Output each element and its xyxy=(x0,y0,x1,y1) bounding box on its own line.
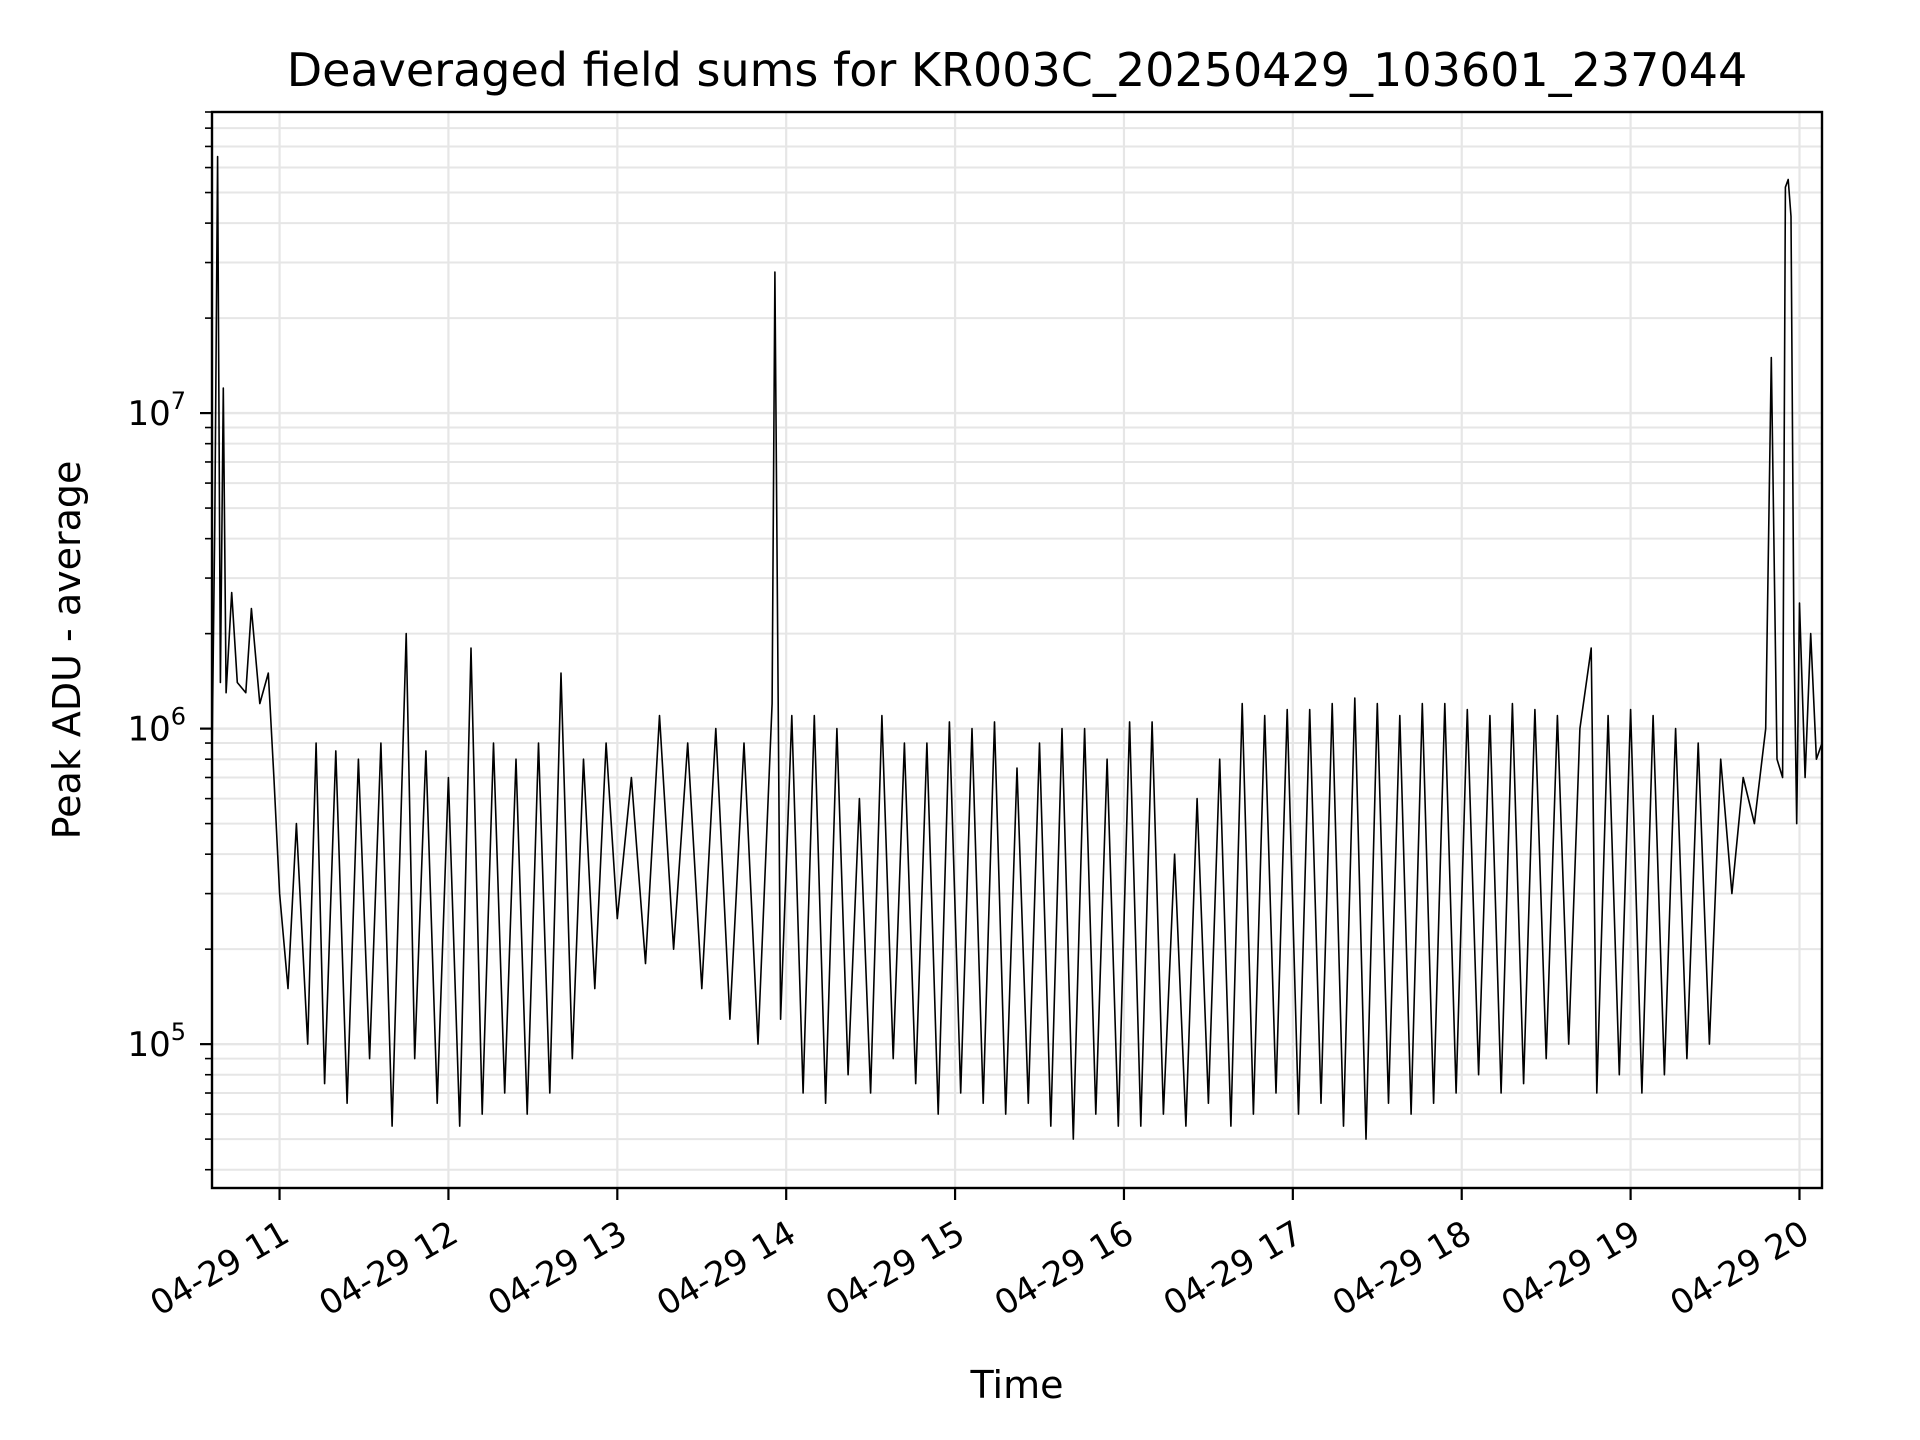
y-axis-ticks: 105 106 107 xyxy=(127,111,212,1171)
y-tick-label: 106 xyxy=(127,703,186,750)
y-tick-label: 107 xyxy=(127,387,186,434)
x-axis-label: Time xyxy=(970,1363,1064,1407)
plot-frame xyxy=(210,110,1824,1190)
series-layer xyxy=(211,155,1823,1140)
series-line xyxy=(211,155,1823,1140)
y-tick-label: 105 xyxy=(127,1018,186,1065)
y-axis-label: Peak ADU - average xyxy=(45,461,89,840)
chart-title: Deaveraged field sums for KR003C_2025042… xyxy=(287,43,1748,97)
